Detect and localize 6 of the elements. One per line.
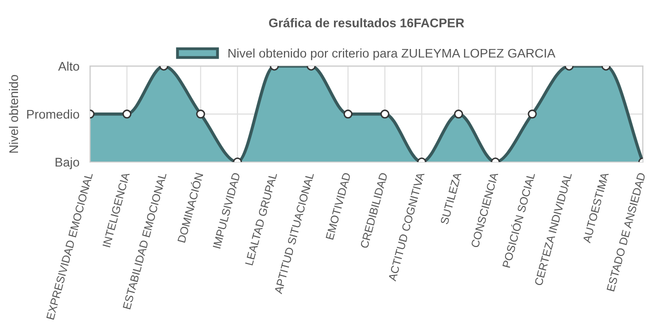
- y-axis-title: Nivel obtenido: [8, 74, 18, 153]
- category-label: Alto: [58, 62, 80, 71]
- legend-label: Nivel obtenido por criterio para ZULEYMA LOPEZ GARCIA: [228, 48, 556, 60]
- category-label: Bajo: [56, 157, 80, 170]
- chart-title: Gráfica de resultados 16FACPER: [269, 18, 464, 28]
- category-label: Promedio: [27, 110, 80, 119]
